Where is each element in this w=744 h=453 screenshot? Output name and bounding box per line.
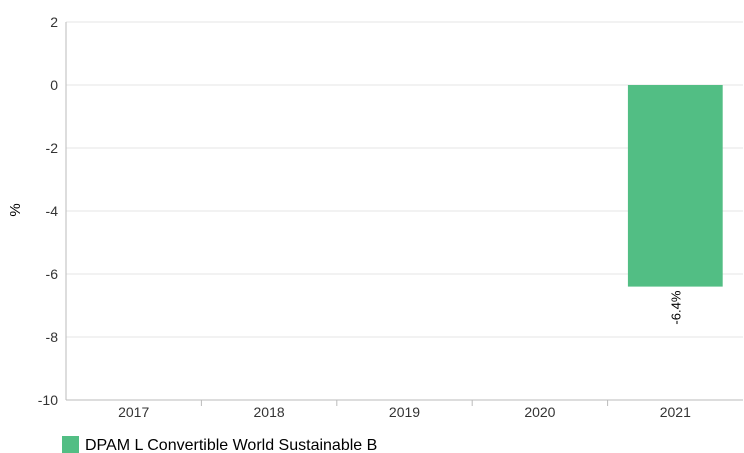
bar[interactable] (627, 85, 723, 287)
y-tick-label: -10 (38, 392, 58, 408)
bars (627, 85, 723, 287)
y-tick-label: 0 (50, 77, 58, 93)
gridlines (66, 21, 743, 338)
legend[interactable]: DPAM L Convertible World Sustainable B (62, 436, 377, 453)
y-tick-label: -6 (46, 266, 59, 282)
y-tick-label: -4 (46, 203, 59, 219)
y-tick-labels: 2 0 -2 -4 -6 -8 -10 (38, 14, 58, 408)
legend-label: DPAM L Convertible World Sustainable B (85, 437, 377, 453)
legend-swatch (62, 436, 79, 453)
x-tick-label: 2019 (389, 404, 420, 420)
y-axis-title: % (7, 203, 24, 216)
x-tick-label: 2021 (660, 404, 691, 420)
y-tick-label: -2 (46, 140, 59, 156)
x-tick-labels: 2017 2018 2019 2020 2021 (118, 404, 691, 420)
y-tick-label: 2 (50, 14, 58, 30)
axes (65, 22, 743, 406)
x-tick-label: 2017 (118, 404, 149, 420)
y-tick-label: -8 (46, 329, 59, 345)
x-tick-label: 2020 (524, 404, 555, 420)
x-tick-label: 2018 (254, 404, 285, 420)
bar-data-label: -6.4% (668, 290, 683, 324)
data-labels: -6.4% (668, 290, 683, 324)
